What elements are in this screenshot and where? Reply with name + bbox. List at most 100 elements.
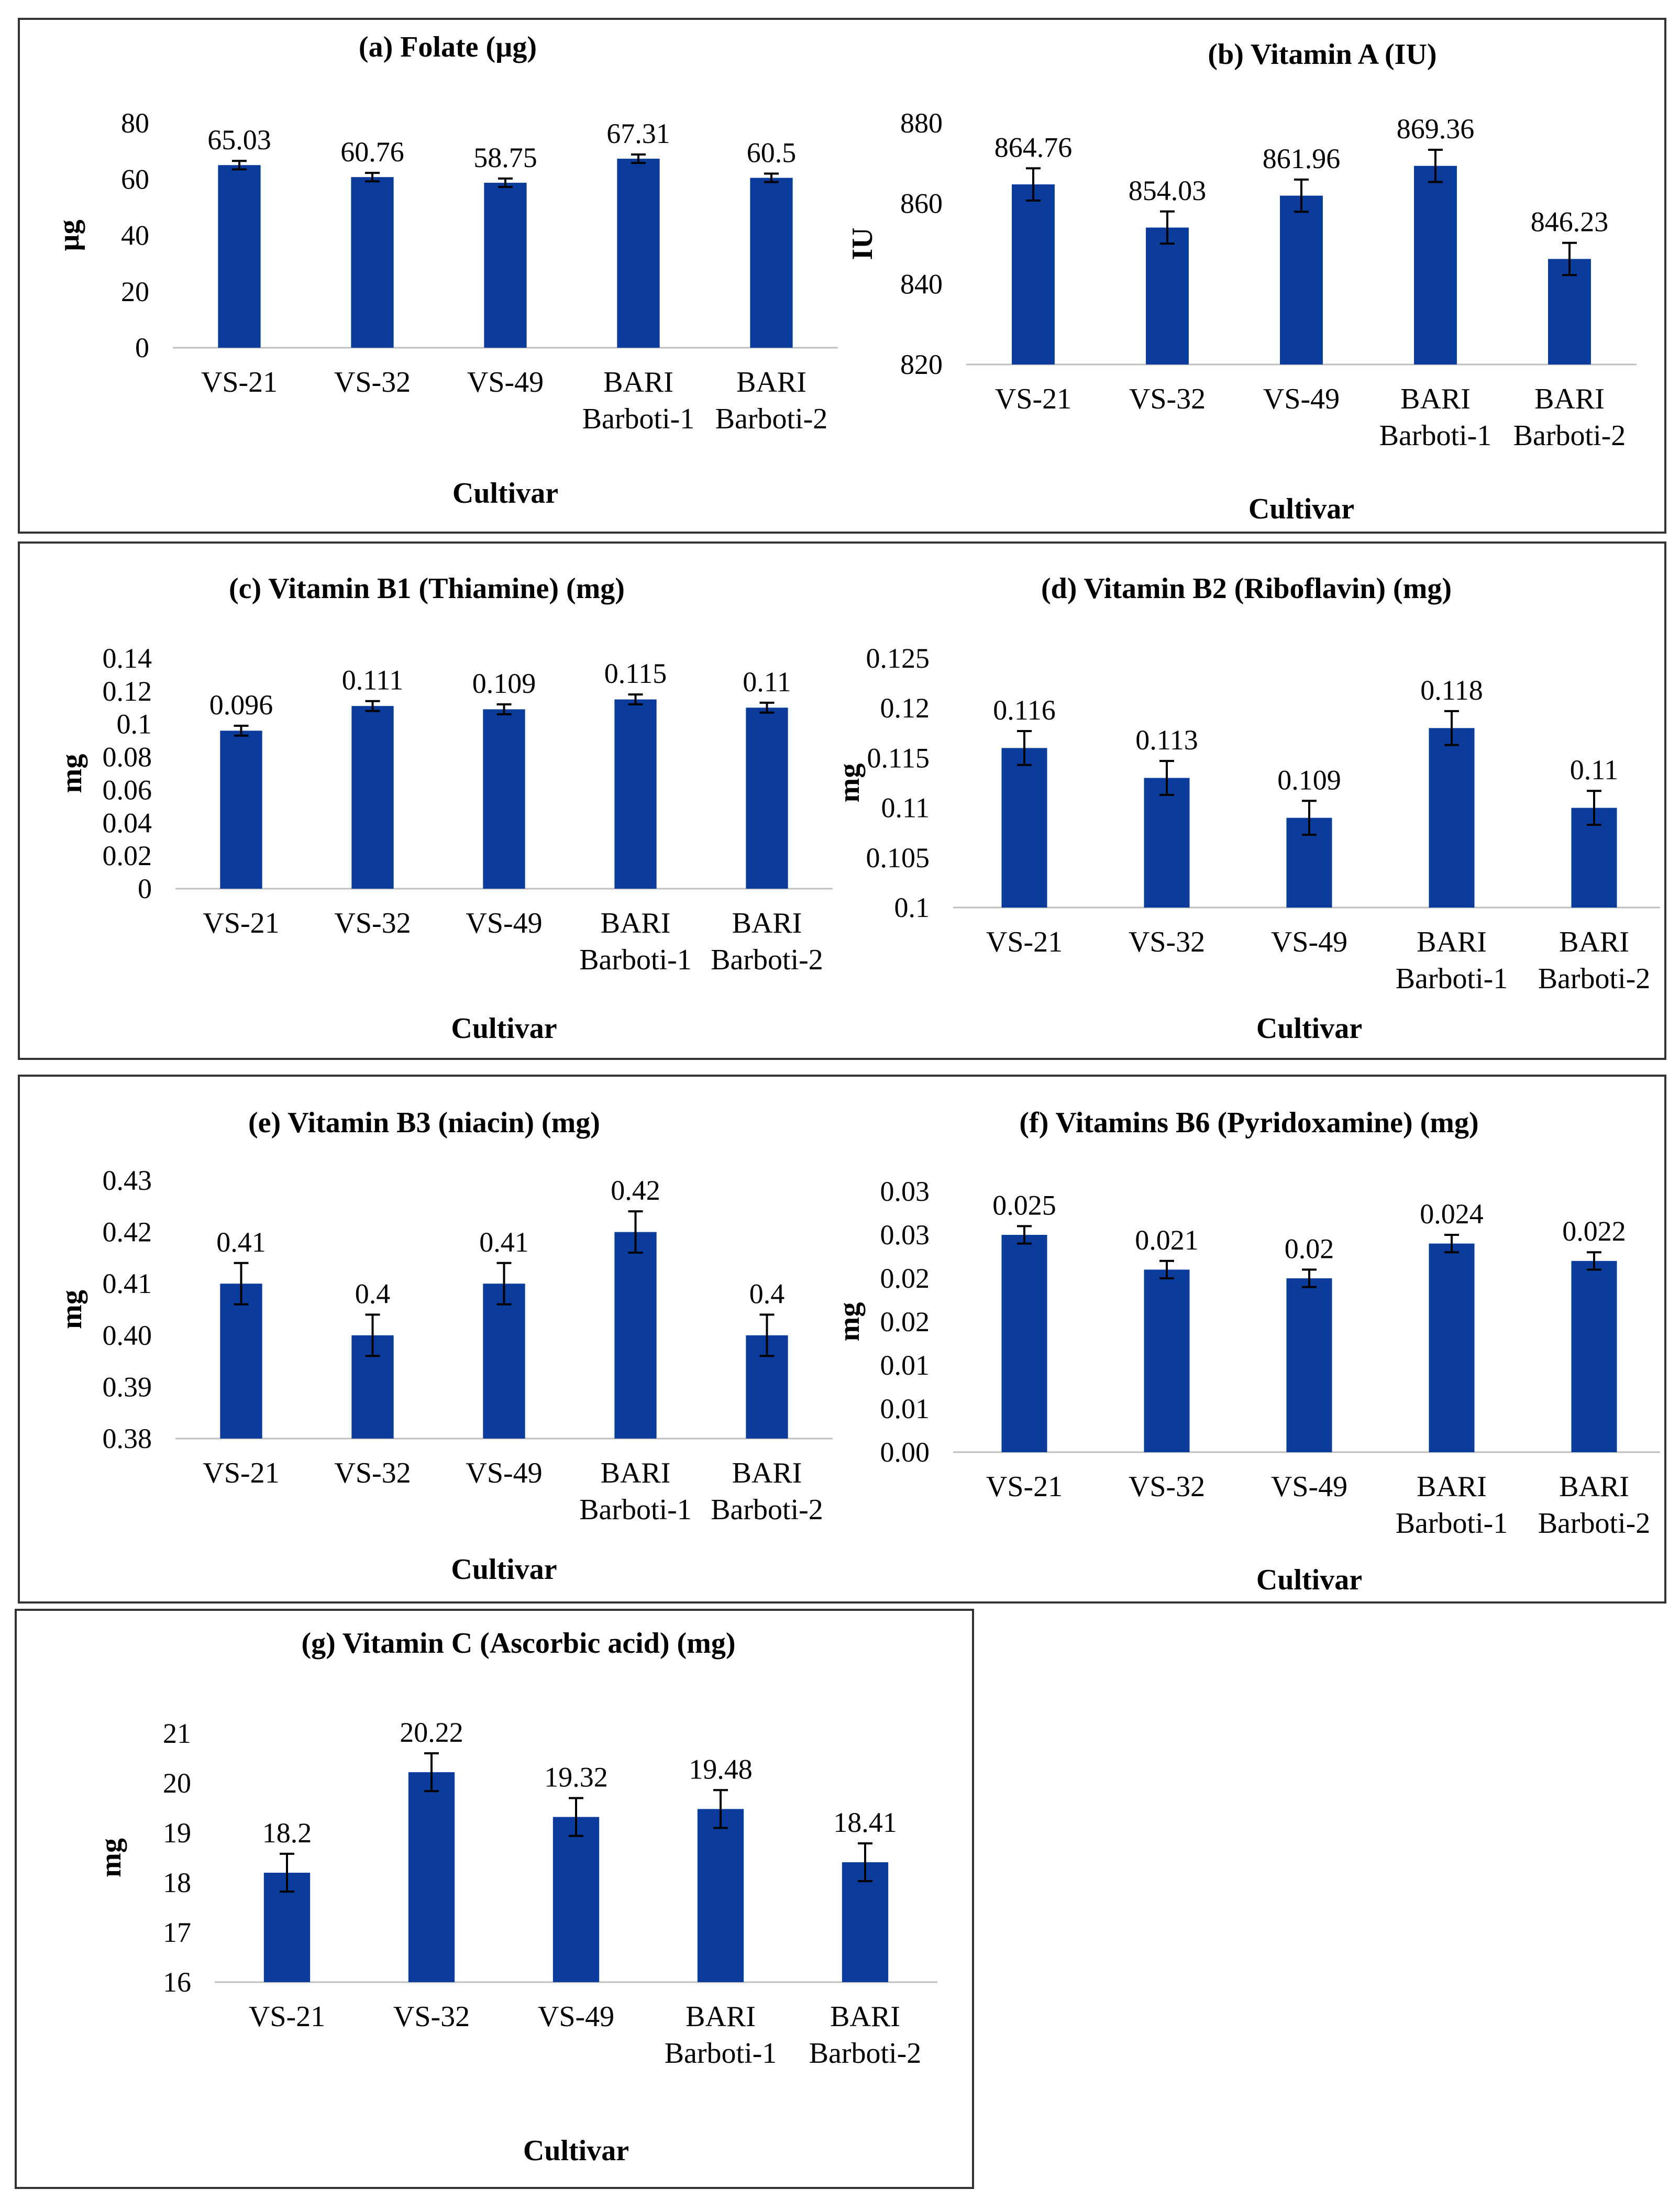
data-label: 58.75 (473, 142, 537, 173)
x-tick-label: VS-32 (334, 907, 411, 939)
error-bar (628, 693, 643, 705)
bar-vs-21 (1001, 748, 1047, 908)
bar-vs-32 (1144, 1269, 1190, 1452)
bar-vs-21 (220, 1284, 262, 1439)
error-bar (1562, 241, 1577, 277)
y-tick-label: 820 (900, 349, 943, 380)
y-tick-label: 17 (163, 1917, 191, 1948)
bar-vs-21 (1012, 184, 1055, 364)
bar-vs-49 (483, 1284, 525, 1439)
data-label: 0.115 (604, 658, 667, 689)
y-axis-label: µg (53, 219, 85, 251)
x-tick-label: VS-49 (1263, 383, 1340, 415)
error-bar (1294, 178, 1309, 213)
y-tick-label: 0.43 (103, 1165, 152, 1196)
bar-vs-49 (484, 182, 527, 348)
x-tick-label: VS-49 (538, 2000, 614, 2033)
error-bar (280, 1852, 294, 1893)
chart-title: (c) Vitamin B1 (Thiamine) (mg) (229, 572, 625, 605)
y-axis-label: mg (56, 754, 88, 793)
error-bar (759, 701, 775, 714)
chart-svg-g: (g) Vitamin C (Ascorbic acid) (mg) mg 16 17… (95, 1627, 937, 2167)
data-label: 0.4 (355, 1278, 391, 1309)
data-label: 0.109 (1277, 764, 1341, 795)
error-bar (232, 160, 247, 171)
y-tick-label: 20 (163, 1767, 191, 1799)
data-label: 0.42 (611, 1175, 660, 1206)
y-axis-label: mg (843, 1302, 866, 1342)
data-label: 0.11 (743, 666, 791, 698)
y-axis-label: mg (843, 764, 866, 803)
chart-title: (d) Vitamin B2 (Riboflavin) (mg) (1041, 572, 1452, 605)
error-bar (1302, 800, 1317, 836)
x-tick-label: BARI Barboti-1 (1396, 1471, 1508, 1540)
chart-e-vitamin-b3: (e) Vitamin B3 (niacin) (mg) mg 0.38 0.39 0.… (21, 1078, 838, 1601)
data-label: 0.118 (1420, 675, 1483, 706)
y-tick-label: 0.12 (880, 692, 930, 724)
y-tick-label: 0.01 (880, 1393, 930, 1424)
x-tick-label: BARI Barboti-1 (582, 366, 695, 435)
bar-bari-barboti-2 (750, 178, 793, 348)
bar-vs-32 (1144, 778, 1190, 908)
x-tick-label: VS-21 (203, 1457, 279, 1489)
bar-vs-49 (1286, 1278, 1332, 1452)
x-axis-label: Cultivar (452, 477, 558, 510)
error-bar (496, 1262, 512, 1306)
x-tick-label: VS-21 (986, 1471, 1063, 1503)
x-tick-label: BARI Barboti-1 (665, 2000, 777, 2070)
error-bar (1017, 1225, 1032, 1245)
bar-vs-21 (220, 731, 262, 889)
figure-row-1-frame (18, 18, 1666, 534)
y-tick-label: 60 (121, 163, 149, 195)
data-label: 20.22 (400, 1717, 463, 1748)
y-tick-label: 80 (121, 107, 149, 139)
bar-bari-barboti-2 (746, 707, 788, 889)
x-tick-label: BARI Barboti-1 (579, 1457, 692, 1526)
y-tick-label: 0.39 (103, 1371, 152, 1402)
error-bar (1428, 149, 1443, 183)
y-tick-label: 19 (163, 1817, 191, 1849)
error-bar (498, 177, 513, 188)
y-tick-label: 0.02 (880, 1306, 930, 1337)
error-bar (628, 1210, 643, 1254)
chart-svg-f: (f) Vitamins B6 (Pyridoxamine) (mg) mg 0.0… (833, 1107, 1665, 1596)
chart-f-vitamin-b6: (f) Vitamins B6 (Pyridoxamine) (mg) mg 0.0… (833, 1078, 1665, 1601)
chart-title: (g) Vitamin C (Ascorbic acid) (mg) (302, 1627, 736, 1660)
data-label: 67.31 (606, 118, 670, 149)
chart-a-folate: (a) Folate (µg) µg 0 20 40 60 80 65.03 VS-21 60.7… (21, 21, 838, 529)
error-bar (1026, 167, 1041, 202)
y-axis-label: IU (846, 227, 879, 260)
data-label: 18.41 (833, 1807, 897, 1838)
chart-b-vitamin-a: (b) Vitamin A (IU) IU 820 840 860 880 864.76 VS… (843, 21, 1660, 529)
bar-vs-49 (552, 1817, 600, 1982)
bar-vs-49 (483, 709, 525, 889)
bar-vs-49 (1280, 195, 1323, 364)
bar-vs-21 (218, 165, 261, 348)
y-tick-label: 0.00 (880, 1436, 930, 1468)
data-label: 0.021 (1135, 1224, 1199, 1256)
error-bar (713, 1789, 728, 1829)
error-bar (1160, 210, 1175, 245)
error-bar (424, 1752, 439, 1793)
x-tick-label: VS-49 (1271, 926, 1347, 958)
x-tick-label: BARI Barboti-2 (711, 907, 823, 976)
error-bar (858, 1842, 872, 1883)
x-tick-label: BARI Barboti-2 (1538, 1471, 1651, 1540)
error-bar (764, 172, 779, 183)
bar-vs-32 (351, 177, 394, 348)
y-tick-label: 40 (121, 220, 149, 251)
data-label: 0.113 (1135, 724, 1198, 756)
figure-row-3-frame (18, 1075, 1666, 1604)
x-axis-label: Cultivar (1256, 1012, 1362, 1045)
error-bar (234, 1262, 249, 1306)
y-tick-label: 0.38 (103, 1423, 152, 1454)
x-axis-label: Cultivar (451, 1012, 557, 1045)
data-label: 846.23 (1531, 206, 1609, 238)
error-bar (234, 724, 249, 737)
data-label: 0.096 (209, 689, 273, 721)
x-tick-label: BARI Barboti-1 (1379, 383, 1492, 452)
error-bar (631, 153, 646, 164)
x-tick-label: VS-21 (201, 366, 278, 399)
x-tick-label: VS-32 (334, 366, 411, 399)
data-label: 0.11 (1570, 754, 1619, 786)
